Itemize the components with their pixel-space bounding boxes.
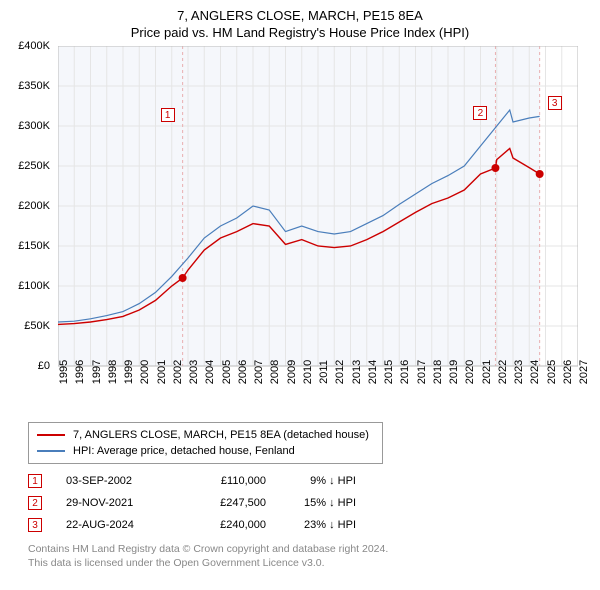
x-tick-label: 2027 bbox=[578, 360, 600, 384]
event-price: £240,000 bbox=[176, 519, 266, 531]
legend-item: 7, ANGLERS CLOSE, MARCH, PE15 8EA (detac… bbox=[37, 427, 374, 443]
legend-swatch bbox=[37, 450, 65, 452]
event-marker: 3 bbox=[548, 96, 562, 110]
chart-subtitle: Price paid vs. HM Land Registry's House … bbox=[10, 25, 590, 40]
legend-swatch bbox=[37, 434, 65, 436]
legend-label: 7, ANGLERS CLOSE, MARCH, PE15 8EA (detac… bbox=[73, 429, 369, 441]
y-tick-label: £350K bbox=[18, 80, 50, 92]
y-tick-label: £250K bbox=[18, 160, 50, 172]
y-tick-label: £200K bbox=[18, 200, 50, 212]
event-row: 2 29-NOV-2021£247,500 15% ↓ HPI bbox=[28, 492, 590, 514]
line-chart-svg bbox=[58, 46, 578, 408]
event-hpi-delta: 15% ↓ HPI bbox=[276, 497, 356, 509]
y-tick-label: £100K bbox=[18, 280, 50, 292]
event-date: 29-NOV-2021 bbox=[66, 497, 176, 509]
legend-label: HPI: Average price, detached house, Fenl… bbox=[73, 445, 295, 457]
legend-item: HPI: Average price, detached house, Fenl… bbox=[37, 443, 374, 459]
event-row-marker: 3 bbox=[28, 518, 42, 532]
footnote-line: Contains HM Land Registry data © Crown c… bbox=[28, 542, 590, 556]
footnote-line: This data is licensed under the Open Gov… bbox=[28, 556, 590, 570]
event-date: 22-AUG-2024 bbox=[66, 519, 176, 531]
y-tick-label: £0 bbox=[38, 360, 50, 372]
event-hpi-delta: 9% ↓ HPI bbox=[276, 475, 356, 487]
event-price: £110,000 bbox=[176, 475, 266, 487]
y-tick-label: £150K bbox=[18, 240, 50, 252]
y-tick-label: £50K bbox=[24, 320, 50, 332]
legend: 7, ANGLERS CLOSE, MARCH, PE15 8EA (detac… bbox=[28, 422, 383, 464]
footnotes: Contains HM Land Registry data © Crown c… bbox=[28, 542, 590, 570]
y-tick-label: £300K bbox=[18, 120, 50, 132]
event-date: 03-SEP-2002 bbox=[66, 475, 176, 487]
event-marker: 1 bbox=[161, 108, 175, 122]
event-hpi-delta: 23% ↓ HPI bbox=[276, 519, 356, 531]
event-row: 1 03-SEP-2002£110,000 9% ↓ HPI bbox=[28, 470, 590, 492]
event-row-marker: 1 bbox=[28, 474, 42, 488]
events-table: 1 03-SEP-2002£110,000 9% ↓ HPI 2 29-NOV-2021… bbox=[28, 470, 590, 536]
event-row-marker: 2 bbox=[28, 496, 42, 510]
event-price: £247,500 bbox=[176, 497, 266, 509]
chart-title: 7, ANGLERS CLOSE, MARCH, PE15 8EA bbox=[10, 8, 590, 23]
event-row: 3 22-AUG-2024£240,000 23% ↓ HPI bbox=[28, 514, 590, 536]
event-marker: 2 bbox=[473, 106, 487, 120]
y-tick-label: £400K bbox=[18, 40, 50, 52]
plot-area: £0£50K£100K£150K£200K£250K£300K£350K£400… bbox=[10, 46, 590, 416]
chart-container: 7, ANGLERS CLOSE, MARCH, PE15 8EA Price … bbox=[0, 0, 600, 576]
